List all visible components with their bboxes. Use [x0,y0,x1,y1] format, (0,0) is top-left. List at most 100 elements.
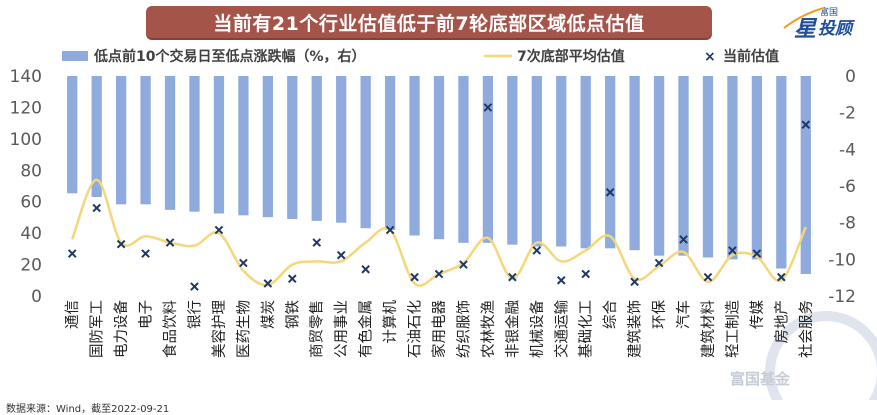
chart-title: 当前有21个行业估值低于前7轮底部区域低点估值 [213,12,645,35]
x-tick-label: 有色金属 [358,300,375,358]
y-right-tick-label: 0 [845,67,856,87]
legend-x-marker-icon: × [704,49,716,65]
bar [360,76,371,229]
current-valuation-marker [410,272,419,282]
x-tick-label: 银行 [186,300,203,329]
current-valuation-marker [190,282,199,291]
current-valuation-marker [654,258,664,268]
y-left-tick-label: 20 [20,256,42,276]
x-tick-label: 传媒 [749,300,766,329]
x-tick-label: 通信 [64,300,81,329]
x-tick-label: 家用电器 [431,300,448,358]
current-valuation-marker [777,272,786,282]
bar [727,76,738,260]
x-tick-label: 农林牧渔 [480,300,497,358]
x-tick-label: 房地产 [773,300,790,344]
chart: 低点前10个交易日至低点涨跌幅（%，右） 7次底部平均估值 × 当前估值 富国基… [10,48,877,400]
bar [287,76,298,219]
bar [67,76,78,194]
current-valuation-marker [630,277,639,287]
x-tick-label: 交通运输 [552,300,570,358]
x-tick-label: 轻工制造 [724,300,741,358]
x-tick-label: 机械设备 [529,300,546,358]
bar [507,76,518,245]
current-valuation-marker [605,187,615,197]
current-valuation-marker [361,264,370,274]
bar [311,76,322,221]
current-valuation-marker [312,238,322,247]
bar [262,76,273,218]
bar [531,76,542,247]
y-right-tick-label: -6 [839,177,856,197]
bar [115,76,127,205]
x-tick-label: 国防军工 [89,300,106,358]
y-right-tick-label: -12 [828,287,856,307]
title-banner: 当前有21个行业估值低于前7轮底部区域低点估值 [146,6,712,38]
current-valuation-marker [752,249,762,258]
x-tick-label: 社会服务 [798,300,815,358]
current-valuation-marker [263,279,273,288]
bar [482,76,494,243]
y-left-tick-label: 40 [20,224,42,244]
legend-bars-label: 低点前10个交易日至低点涨跌幅（%，右） [93,48,366,65]
x-tick-label: 石油石化 [407,300,424,358]
bar [458,76,469,243]
x-axis-labels: 通信 国防军工 电力设备 电子 食品饮料 银行 美容护理 医药生物 煤炭 钢铁 商贸零售 公用事业 有色… [64,300,815,358]
current-valuation-marker [165,238,175,247]
bar [213,76,225,214]
bar [336,76,347,223]
y-left-tick-label: 0 [31,287,42,307]
y-right-tick-label: -10 [828,250,856,270]
y-right-tick-label: -4 [839,140,856,160]
legend: 低点前10个交易日至低点涨跌幅（%，右） 7次底部平均估值 × 当前估值 [62,48,779,65]
x-tick-label: 煤炭 [260,300,277,329]
current-valuation-marker [287,274,297,284]
y-right-axis: 0 -2 -4 -6 -8 -10 -12 [828,67,856,307]
logo-brand-tail: 投顾 [818,19,855,39]
x-tick-label: 综合 [602,300,619,329]
x-tick-label: 电子 [138,300,155,329]
x-tick-label: 电力设备 [113,300,130,358]
bar-series [67,76,811,274]
x-tick-label: 商贸零售 [309,300,326,358]
current-valuation-marker [703,272,713,282]
current-valuation-marker [532,246,542,255]
x-tick-label: 建筑材料 [700,300,717,358]
current-valuation-marker [556,275,566,285]
x-tick-label: 纺织服饰 [455,300,472,358]
current-valuation-marker [141,249,150,258]
current-valuation-marker [459,260,468,269]
x-tick-label: 计算机 [382,300,399,344]
current-valuation-marker [508,272,517,282]
logo-top-text: 富国 [820,6,838,18]
y-right-tick-label: -2 [839,104,856,124]
logo-brand-char: 星 [794,17,818,40]
watermark: 富国基金 [730,311,877,400]
legend-line-label: 7次底部平均估值 [517,48,625,65]
current-valuation-marker [728,246,737,255]
current-valuation-marker [336,250,346,260]
bar [384,76,396,230]
y-left-tick-label: 80 [20,161,42,181]
marker-series [67,103,811,291]
y-left-axis: 0 20 40 60 80 100 120 140 [10,67,42,307]
x-tick-label: 美容护理 [211,300,228,358]
x-tick-label: 食品饮料 [162,300,179,358]
y-right-tick-label: -8 [839,214,856,234]
bar [580,76,591,249]
bar [678,76,689,256]
current-valuation-marker [214,225,224,235]
bar [91,76,102,197]
current-valuation-marker [801,120,811,130]
x-tick-label: 钢铁 [284,300,301,329]
bar [433,76,445,240]
x-tick-label: 环保 [651,300,668,329]
watermark-ring-icon [765,311,877,400]
legend-markers-label: 当前估值 [723,48,779,65]
x-tick-label: 建筑装饰 [627,300,644,358]
current-valuation-marker [385,225,395,235]
x-tick-label: 公用事业 [333,300,350,358]
bar [702,76,714,258]
bar [238,76,249,216]
current-valuation-marker [116,239,126,249]
